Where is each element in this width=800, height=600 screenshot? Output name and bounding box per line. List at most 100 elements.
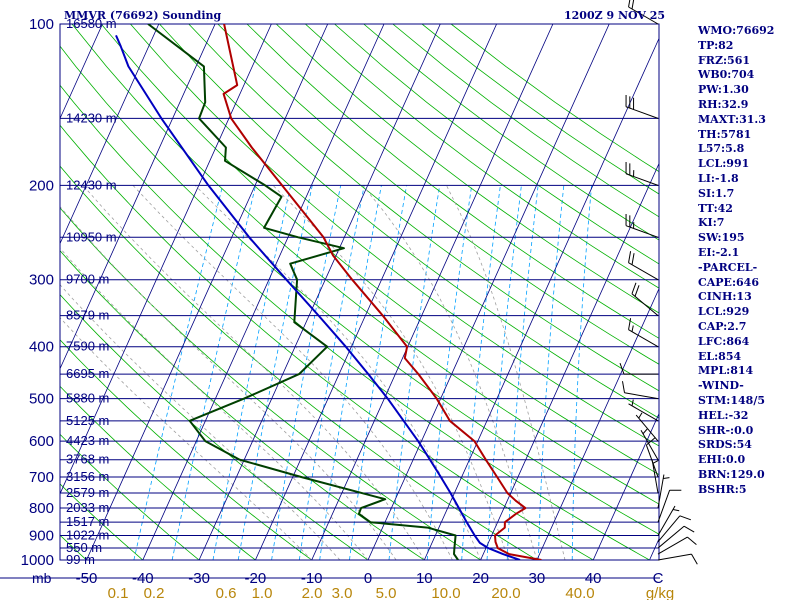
mixing-ratio-label: 5.0 bbox=[376, 585, 397, 600]
index-item: CAPE:646 bbox=[698, 275, 759, 289]
height-label: 5880 m bbox=[66, 391, 109, 406]
index-item: LI:-1.8 bbox=[698, 171, 739, 185]
isotherm bbox=[536, 287, 659, 560]
height-label: 14230 m bbox=[66, 110, 117, 125]
wind-barbs bbox=[619, 0, 698, 565]
isotherm bbox=[423, 37, 659, 560]
wind-barb-shaft bbox=[657, 525, 685, 549]
index-item: L57:5.8 bbox=[698, 142, 745, 156]
index-item: EHI:0.0 bbox=[698, 453, 746, 467]
pressure-tick-label: 400 bbox=[29, 339, 54, 356]
wind-barb bbox=[631, 282, 659, 317]
wind-barb bbox=[651, 459, 659, 494]
mixing-ratio-label: 10.0 bbox=[431, 585, 460, 600]
height-label: 3156 m bbox=[66, 469, 109, 484]
mixing-ratio-label: 0.2 bbox=[144, 585, 165, 600]
index-item: SW:195 bbox=[698, 231, 745, 245]
mixing-ratio-label: 0.6 bbox=[216, 585, 237, 600]
height-label: 8579 m bbox=[66, 308, 109, 323]
index-item: SHR-:0.0 bbox=[698, 423, 754, 437]
isobars bbox=[0, 23, 660, 579]
isotherm bbox=[142, 24, 385, 560]
pressure-tick-label: 500 bbox=[29, 391, 54, 408]
wind-barb bbox=[628, 318, 659, 348]
parcel-line bbox=[115, 35, 521, 560]
wind-barb-shaft bbox=[635, 414, 659, 442]
index-item: -WIND- bbox=[698, 379, 744, 393]
index-item: TT:42 bbox=[698, 201, 733, 215]
temperature-tick-label: -30 bbox=[188, 570, 210, 587]
wind-barb-half-flag bbox=[638, 412, 643, 419]
wind-barb-flag bbox=[683, 525, 695, 533]
wind-barb-half-flag bbox=[631, 325, 634, 332]
wind-barb-shaft bbox=[625, 106, 659, 119]
pressure-tick-label: 800 bbox=[29, 500, 54, 517]
moist-adiabat bbox=[272, 185, 510, 560]
pressure-tick-label: 200 bbox=[29, 177, 54, 194]
height-label: 550 m bbox=[66, 540, 102, 555]
mixing-ratio-label: 20.0 bbox=[491, 585, 520, 600]
mixing-ratio-label: 0.1 bbox=[108, 585, 129, 600]
isotherm bbox=[60, 24, 160, 245]
isotherm bbox=[198, 24, 441, 560]
background-lines bbox=[60, 24, 659, 560]
height-label: 7590 m bbox=[66, 339, 109, 354]
wind-barb-half-flag bbox=[663, 477, 670, 480]
wind-barb-half-flag bbox=[631, 399, 634, 406]
index-item: LCL:991 bbox=[698, 157, 750, 171]
profiles bbox=[115, 24, 542, 560]
wind-barb-flag bbox=[628, 318, 632, 330]
wind-barb-shaft bbox=[625, 173, 659, 186]
isotherm bbox=[480, 162, 659, 560]
mixing-ratio-label: 40.0 bbox=[565, 585, 594, 600]
mixing-ratio-line bbox=[171, 185, 256, 560]
wind-barb-flag bbox=[687, 536, 697, 546]
wind-barb-shaft bbox=[657, 474, 665, 509]
wind-barb-flag bbox=[631, 282, 637, 294]
wind-barb-flag bbox=[679, 515, 692, 521]
index-item: CINH:13 bbox=[698, 290, 752, 304]
isotherm bbox=[60, 24, 216, 370]
isotherm bbox=[367, 24, 610, 560]
index-item: TP:82 bbox=[698, 38, 734, 52]
temperature-tick-label: 10 bbox=[416, 570, 433, 587]
index-item: PW:1.30 bbox=[698, 83, 749, 97]
wind-barb bbox=[657, 525, 695, 549]
wind-barb-flag bbox=[619, 362, 625, 375]
height-label: 2579 m bbox=[66, 485, 109, 500]
wind-barb-flag bbox=[634, 285, 640, 297]
pressure-tick-label: 100 bbox=[29, 16, 54, 33]
wind-barb bbox=[645, 437, 659, 478]
height-label: 2033 m bbox=[66, 500, 109, 515]
index-item: WB0:704 bbox=[698, 68, 755, 82]
temperature-tick-label: 40 bbox=[585, 570, 602, 587]
wind-barb-shaft bbox=[651, 459, 659, 494]
axis-labels: 16580 m 14230 m 12430 m 10950 m 9700 m 8579 m… bbox=[21, 16, 675, 600]
wind-barb bbox=[635, 412, 659, 442]
mixing-ratio-line bbox=[506, 185, 539, 560]
isotherm bbox=[592, 412, 659, 560]
wind-barb bbox=[628, 399, 659, 422]
mixing-ratio-line bbox=[571, 185, 592, 560]
height-label: 10950 m bbox=[66, 229, 117, 244]
height-label: 1022 m bbox=[66, 527, 109, 542]
dewpoint-line bbox=[147, 24, 459, 560]
mixing-ratio-label: 1.0 bbox=[252, 585, 273, 600]
index-item: STM:148/5 bbox=[698, 393, 765, 407]
index-item: EI:-2.1 bbox=[698, 245, 740, 259]
plot-frame bbox=[59, 23, 660, 561]
height-label: 6695 m bbox=[66, 366, 109, 381]
dry-adiabat bbox=[100, 24, 659, 476]
wind-barb-shaft bbox=[657, 553, 692, 561]
pressure-tick-label: 600 bbox=[29, 433, 54, 450]
wind-barb-flag bbox=[628, 0, 631, 8]
height-label: 99 m bbox=[66, 552, 95, 567]
mixing-ratio-line bbox=[349, 185, 407, 560]
mixing-ratio-line bbox=[133, 185, 224, 560]
index-item: MAXT:31.3 bbox=[698, 112, 766, 126]
temperature-tick-label: -40 bbox=[132, 570, 154, 587]
isotherm bbox=[311, 24, 554, 560]
moist-adiabat bbox=[82, 185, 425, 560]
wind-barb bbox=[657, 474, 670, 509]
mixing-ratio-unit-label: g/kg bbox=[646, 585, 674, 600]
